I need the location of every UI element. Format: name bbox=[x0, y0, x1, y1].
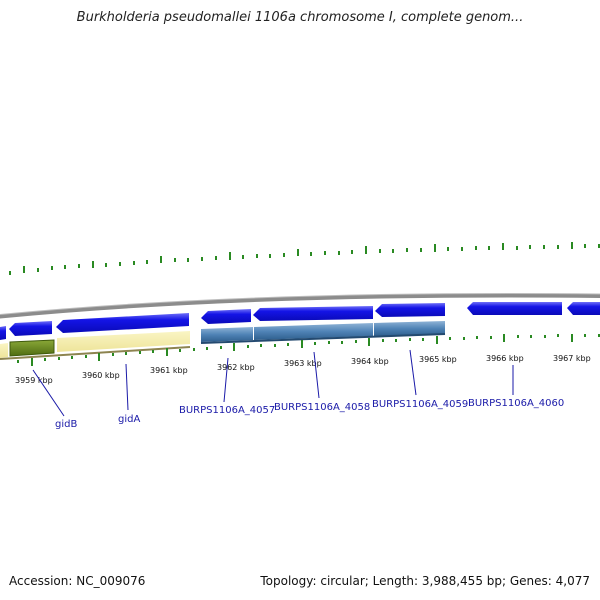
accession-text: Accession: NC_009076 bbox=[9, 574, 146, 588]
gene-label-gidB[interactable]: gidB bbox=[55, 419, 77, 430]
scale-label: 3961 kbp bbox=[150, 366, 188, 375]
gene-leader-lines bbox=[32, 349, 514, 417]
gene-label-gidA[interactable]: gidA bbox=[118, 414, 140, 425]
BURPS1106A_4057-arrow[interactable] bbox=[201, 309, 251, 324]
gidB-feature[interactable] bbox=[9, 339, 55, 357]
gene-arrow[interactable] bbox=[567, 302, 600, 315]
inner-scale-ticks bbox=[17, 334, 600, 366]
scale-label: 3963 kbp bbox=[284, 359, 322, 368]
gene-arrow[interactable] bbox=[0, 326, 6, 340]
genome-summary-text: Topology: circular; Length: 3,988,455 bp… bbox=[260, 574, 590, 588]
gene-labels[interactable]: gidB gidA BURPS1106A_4057 BURPS1106A_405… bbox=[55, 398, 564, 430]
BURPS1106A_4060-arrow[interactable] bbox=[467, 302, 562, 315]
gene-arrow[interactable] bbox=[9, 321, 52, 336]
scale-label: 3965 kbp bbox=[419, 355, 457, 364]
gene-label-BURPS1106A_4058[interactable]: BURPS1106A_4058 bbox=[274, 402, 370, 413]
BURPS1106A_4058-arrow[interactable] bbox=[253, 306, 373, 321]
scale-label: 3959 kbp bbox=[15, 376, 53, 385]
BURPS1106A_4059-arrow[interactable] bbox=[375, 303, 445, 317]
BURPS1106A_4058-feature[interactable] bbox=[254, 323, 373, 340]
scale-label: 3964 kbp bbox=[351, 357, 389, 366]
scale-label: 3967 kbp bbox=[553, 354, 591, 363]
feature-track-lower[interactable] bbox=[0, 321, 446, 360]
scale-labels: 3959 kbp 3960 kbp 3961 kbp 3962 kbp 3963… bbox=[15, 354, 591, 385]
gene-label-BURPS1106A_4059[interactable]: BURPS1106A_4059 bbox=[372, 399, 468, 410]
BURPS1106A_4057-feature[interactable] bbox=[201, 327, 253, 342]
gidA-feature[interactable] bbox=[57, 331, 190, 352]
outer-scale-ticks bbox=[9, 242, 600, 275]
scale-label: 3966 kbp bbox=[486, 354, 524, 363]
map-title: Burkholderia pseudomallei 1106a chromoso… bbox=[76, 10, 524, 25]
scale-label: 3960 kbp bbox=[82, 371, 120, 380]
gene-track-upper[interactable] bbox=[0, 302, 600, 340]
gene-label-BURPS1106A_4060[interactable]: BURPS1106A_4060 bbox=[468, 398, 564, 409]
gidA-arrow[interactable] bbox=[56, 313, 189, 333]
scale-label: 3962 kbp bbox=[217, 363, 255, 372]
chromosome-backbone bbox=[0, 293, 600, 319]
gene-label-BURPS1106A_4057[interactable]: BURPS1106A_4057 bbox=[179, 405, 275, 416]
BURPS1106A_4059-feature[interactable] bbox=[374, 321, 445, 336]
feature-block[interactable] bbox=[0, 343, 8, 358]
